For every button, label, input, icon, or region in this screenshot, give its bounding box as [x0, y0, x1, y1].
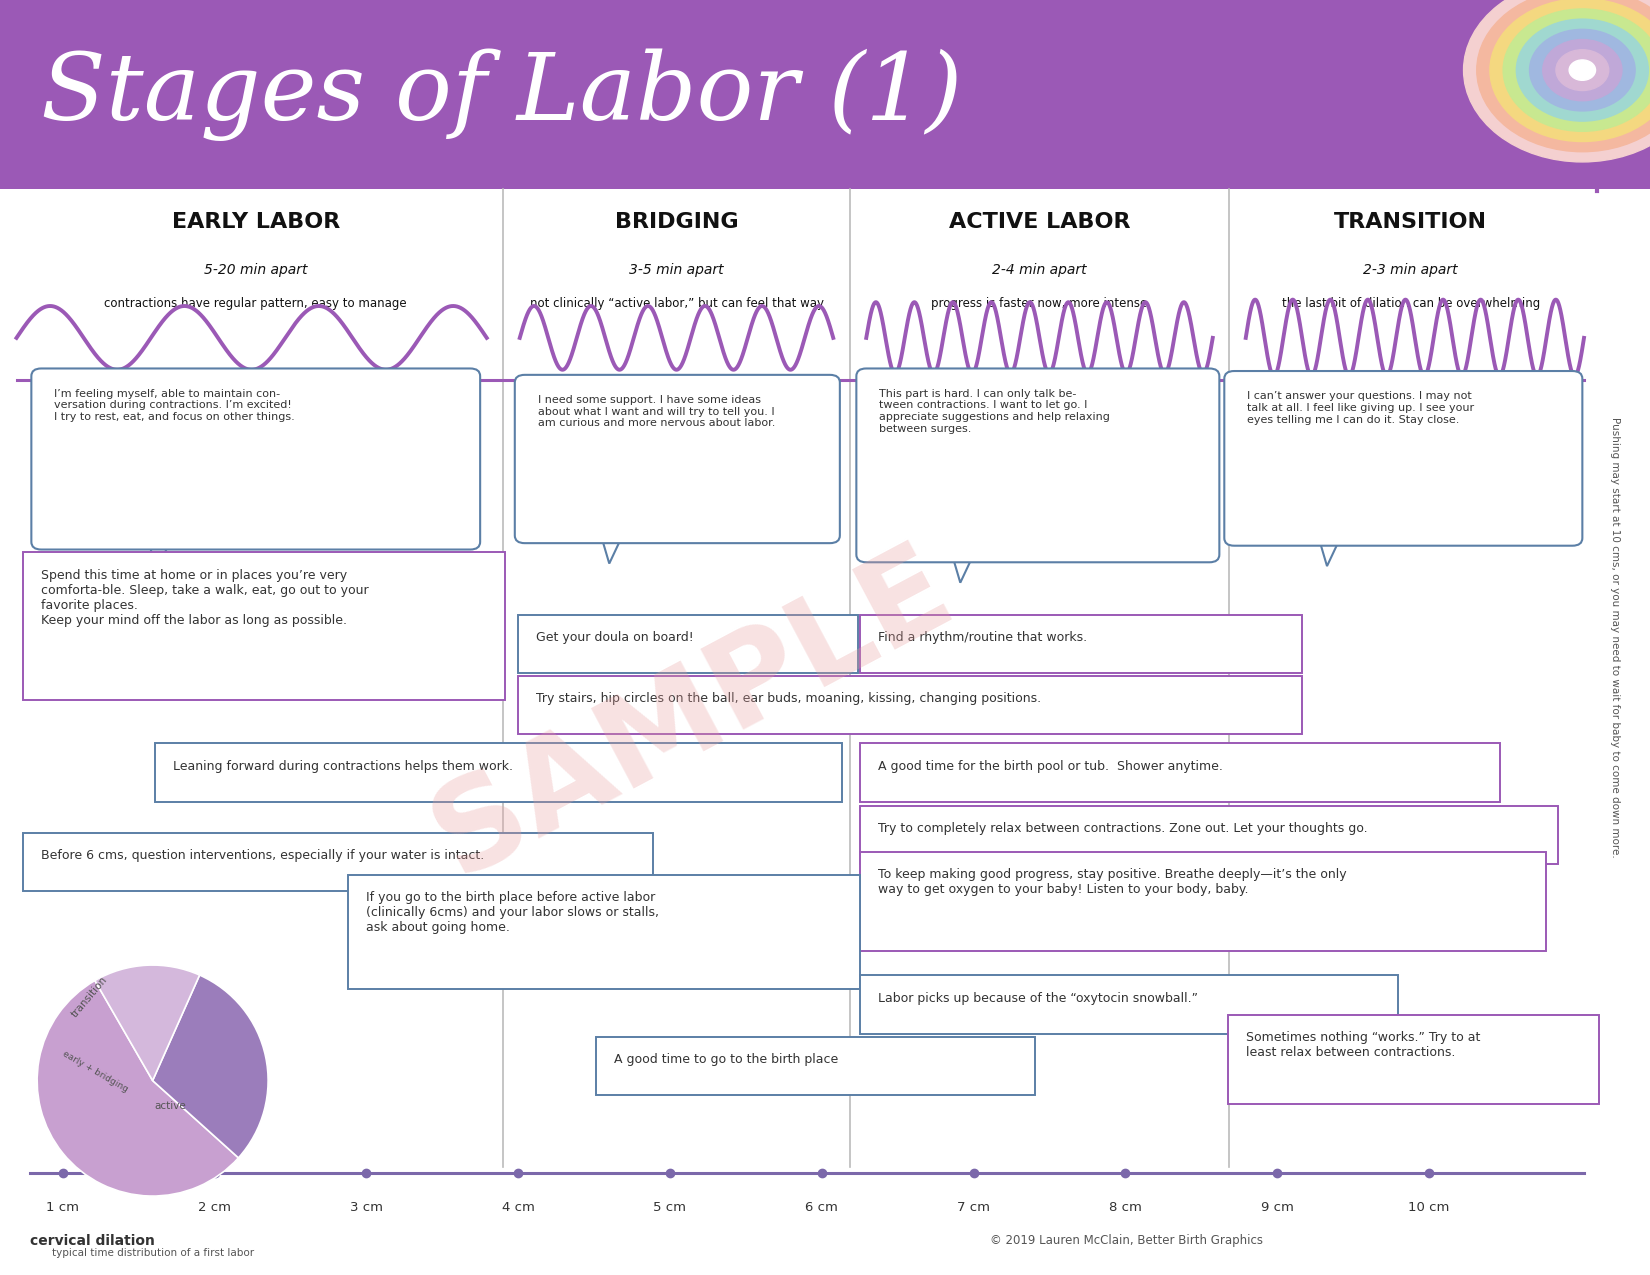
Circle shape: [1490, 0, 1650, 142]
Text: cervical dilation: cervical dilation: [30, 1234, 155, 1248]
FancyBboxPatch shape: [860, 852, 1546, 951]
Text: To keep making good progress, stay positive. Breathe deeply—it’s the only
way to: To keep making good progress, stay posit…: [878, 868, 1346, 896]
FancyBboxPatch shape: [23, 552, 505, 700]
Text: Leaning forward during contractions helps them work.: Leaning forward during contractions help…: [173, 760, 513, 773]
Text: Labor picks up because of the “oxytocin snowball.”: Labor picks up because of the “oxytocin …: [878, 992, 1198, 1005]
Text: I’m feeling myself, able to maintain con-
versation during contractions. I’m exc: I’m feeling myself, able to maintain con…: [54, 389, 295, 422]
Polygon shape: [148, 542, 170, 570]
Text: active: active: [153, 1102, 186, 1112]
Text: SAMPLE: SAMPLE: [414, 528, 972, 900]
FancyBboxPatch shape: [860, 806, 1558, 864]
Text: Try to completely relax between contractions. Zone out. Let your thoughts go.: Try to completely relax between contract…: [878, 822, 1368, 835]
Text: Before 6 cms, question interventions, especially if your water is intact.: Before 6 cms, question interventions, es…: [41, 849, 485, 862]
Wedge shape: [38, 980, 239, 1196]
FancyBboxPatch shape: [23, 833, 653, 891]
Text: I need some support. I have some ideas
about what I want and will try to tell yo: I need some support. I have some ideas a…: [538, 395, 775, 428]
Text: Sometimes nothing “works.” Try to at
least relax between contractions.: Sometimes nothing “works.” Try to at lea…: [1246, 1031, 1480, 1060]
Text: ACTIVE LABOR: ACTIVE LABOR: [949, 212, 1130, 232]
Wedge shape: [152, 975, 267, 1158]
Text: 3-5 min apart: 3-5 min apart: [629, 263, 724, 277]
FancyBboxPatch shape: [518, 676, 1302, 734]
Text: 8 cm: 8 cm: [1109, 1201, 1142, 1214]
Circle shape: [1503, 9, 1650, 131]
Text: 3 cm: 3 cm: [350, 1201, 383, 1214]
Text: 2 cm: 2 cm: [198, 1201, 231, 1214]
Text: 5-20 min apart: 5-20 min apart: [205, 263, 307, 277]
FancyBboxPatch shape: [1224, 371, 1582, 546]
Text: If you go to the birth place before active labor
(clinically 6cms) and your labo: If you go to the birth place before acti…: [366, 891, 660, 935]
Text: © 2019 Lauren McClain, Better Birth Graphics: © 2019 Lauren McClain, Better Birth Grap…: [990, 1234, 1262, 1247]
Polygon shape: [601, 536, 622, 564]
Text: 2-4 min apart: 2-4 min apart: [992, 263, 1087, 277]
Circle shape: [1543, 40, 1622, 101]
Text: 5 cm: 5 cm: [653, 1201, 686, 1214]
Circle shape: [1569, 60, 1596, 80]
Polygon shape: [952, 555, 974, 583]
Text: This part is hard. I can only talk be-
tween contractions. I want to let go. I
a: This part is hard. I can only talk be- t…: [879, 389, 1110, 434]
Text: early + bridging: early + bridging: [61, 1049, 129, 1094]
Text: A good time to go to the birth place: A good time to go to the birth place: [614, 1053, 838, 1066]
FancyBboxPatch shape: [856, 368, 1219, 562]
FancyBboxPatch shape: [860, 975, 1398, 1034]
FancyBboxPatch shape: [518, 615, 858, 673]
FancyBboxPatch shape: [860, 743, 1500, 802]
FancyBboxPatch shape: [348, 875, 860, 989]
Text: progress is faster now, more intense: progress is faster now, more intense: [931, 297, 1148, 310]
Wedge shape: [94, 965, 200, 1081]
Text: I can’t answer your questions. I may not
talk at all. I feel like giving up. I s: I can’t answer your questions. I may not…: [1247, 391, 1475, 425]
Circle shape: [1464, 0, 1650, 162]
Text: 4 cm: 4 cm: [502, 1201, 535, 1214]
Text: not clinically “active labor,” but can feel that way: not clinically “active labor,” but can f…: [530, 297, 823, 310]
Text: TRANSITION: TRANSITION: [1335, 212, 1487, 232]
Circle shape: [1530, 29, 1635, 111]
Text: Pushing may start at 10 cms, or you may need to wait for baby to come down more.: Pushing may start at 10 cms, or you may …: [1610, 417, 1620, 858]
Text: 9 cm: 9 cm: [1261, 1201, 1294, 1214]
Text: Find a rhythm/routine that works.: Find a rhythm/routine that works.: [878, 631, 1087, 644]
Text: 2-3 min apart: 2-3 min apart: [1363, 263, 1459, 277]
Text: transition: transition: [69, 974, 109, 1019]
FancyBboxPatch shape: [31, 368, 480, 550]
Text: EARLY LABOR: EARLY LABOR: [172, 212, 340, 232]
FancyBboxPatch shape: [596, 1037, 1035, 1095]
Text: 6 cm: 6 cm: [805, 1201, 838, 1214]
FancyBboxPatch shape: [515, 375, 840, 543]
Text: BRIDGING: BRIDGING: [615, 212, 738, 232]
FancyBboxPatch shape: [155, 743, 842, 802]
Text: A good time for the birth pool or tub.  Shower anytime.: A good time for the birth pool or tub. S…: [878, 760, 1223, 773]
Circle shape: [1477, 0, 1650, 152]
Text: 7 cm: 7 cm: [957, 1201, 990, 1214]
Text: 1 cm: 1 cm: [46, 1201, 79, 1214]
Text: the last bit of dilation can be overwhelming: the last bit of dilation can be overwhel…: [1282, 297, 1539, 310]
FancyBboxPatch shape: [860, 615, 1302, 673]
Text: contractions have regular pattern, easy to manage: contractions have regular pattern, easy …: [104, 297, 408, 310]
Text: 10 cm: 10 cm: [1407, 1201, 1450, 1214]
Text: Spend this time at home or in places you’re very
comforta-ble. Sleep, take a wal: Spend this time at home or in places you…: [41, 569, 370, 626]
Text: Get your doula on board!: Get your doula on board!: [536, 631, 695, 644]
Text: Stages of Labor (1): Stages of Labor (1): [41, 48, 962, 140]
Text: Try stairs, hip circles on the ball, ear buds, moaning, kissing, changing positi: Try stairs, hip circles on the ball, ear…: [536, 692, 1041, 705]
FancyBboxPatch shape: [0, 0, 1650, 189]
Polygon shape: [1318, 538, 1340, 566]
Circle shape: [1556, 50, 1609, 91]
FancyBboxPatch shape: [1228, 1015, 1599, 1104]
Text: typical time distribution of a first labor: typical time distribution of a first lab…: [51, 1248, 254, 1258]
Circle shape: [1516, 19, 1648, 121]
